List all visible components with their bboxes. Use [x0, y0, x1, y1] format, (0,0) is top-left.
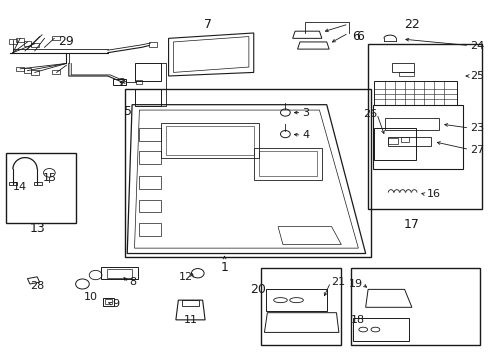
Bar	[139, 128, 161, 140]
Bar	[124, 89, 370, 257]
Bar	[387, 138, 397, 144]
Text: 28: 28	[30, 281, 44, 291]
Bar	[5, 153, 76, 223]
Text: 10: 10	[83, 292, 98, 302]
Text: 22: 22	[403, 18, 419, 31]
Bar	[385, 118, 438, 130]
Bar	[101, 267, 138, 279]
Bar	[23, 41, 31, 45]
Text: 4: 4	[302, 130, 309, 140]
Bar	[112, 78, 126, 85]
Text: 25: 25	[469, 71, 484, 81]
Bar	[353, 318, 408, 341]
Text: 26: 26	[362, 109, 376, 119]
Text: 17: 17	[403, 218, 419, 231]
Text: 11: 11	[183, 315, 197, 325]
Text: 23: 23	[469, 123, 484, 133]
Bar	[136, 80, 142, 84]
Bar	[9, 182, 17, 185]
Text: 9: 9	[112, 299, 120, 309]
Text: 29: 29	[59, 35, 74, 49]
Bar	[139, 200, 161, 212]
Bar	[139, 176, 161, 189]
Bar	[149, 42, 157, 46]
Bar	[52, 36, 60, 40]
Text: 15: 15	[42, 173, 56, 183]
Bar	[139, 151, 161, 164]
Bar	[102, 298, 113, 306]
Bar	[134, 89, 161, 107]
Text: 14: 14	[13, 182, 27, 192]
Bar	[106, 269, 132, 278]
Bar	[392, 63, 413, 72]
Bar	[16, 38, 24, 42]
Bar	[9, 40, 17, 44]
Bar	[350, 268, 479, 345]
Bar	[253, 148, 321, 180]
Text: 2: 2	[118, 78, 124, 88]
Text: 7: 7	[203, 18, 211, 31]
Text: 5: 5	[124, 105, 132, 118]
Bar	[105, 299, 112, 304]
Text: 1: 1	[220, 261, 228, 274]
Bar	[34, 182, 41, 185]
Text: 8: 8	[129, 277, 137, 287]
Text: 3: 3	[302, 108, 309, 118]
Text: 21: 21	[331, 277, 345, 287]
Text: 19: 19	[348, 279, 363, 289]
Bar	[31, 43, 39, 47]
Bar	[372, 105, 462, 169]
Bar	[134, 63, 161, 81]
Text: 24: 24	[469, 41, 484, 50]
Bar	[398, 72, 413, 76]
Bar	[387, 137, 430, 146]
Text: 18: 18	[350, 315, 365, 325]
Text: 20: 20	[249, 283, 265, 296]
Text: 6: 6	[351, 30, 359, 43]
Bar	[52, 70, 60, 74]
Bar	[261, 268, 341, 345]
Bar	[31, 70, 39, 75]
Text: 16: 16	[426, 189, 440, 199]
Bar	[16, 67, 24, 71]
Text: 27: 27	[469, 144, 484, 154]
Bar	[23, 68, 31, 73]
Text: 12: 12	[179, 272, 193, 282]
Bar	[161, 123, 258, 158]
Bar	[265, 289, 326, 311]
Bar	[166, 126, 253, 155]
Bar	[258, 151, 316, 176]
Bar	[374, 81, 456, 105]
Bar	[367, 44, 482, 209]
Bar	[182, 300, 199, 306]
Text: 6: 6	[355, 30, 363, 43]
Bar	[400, 137, 408, 142]
Bar	[139, 223, 161, 235]
Text: 13: 13	[29, 222, 45, 235]
Bar	[374, 128, 415, 160]
